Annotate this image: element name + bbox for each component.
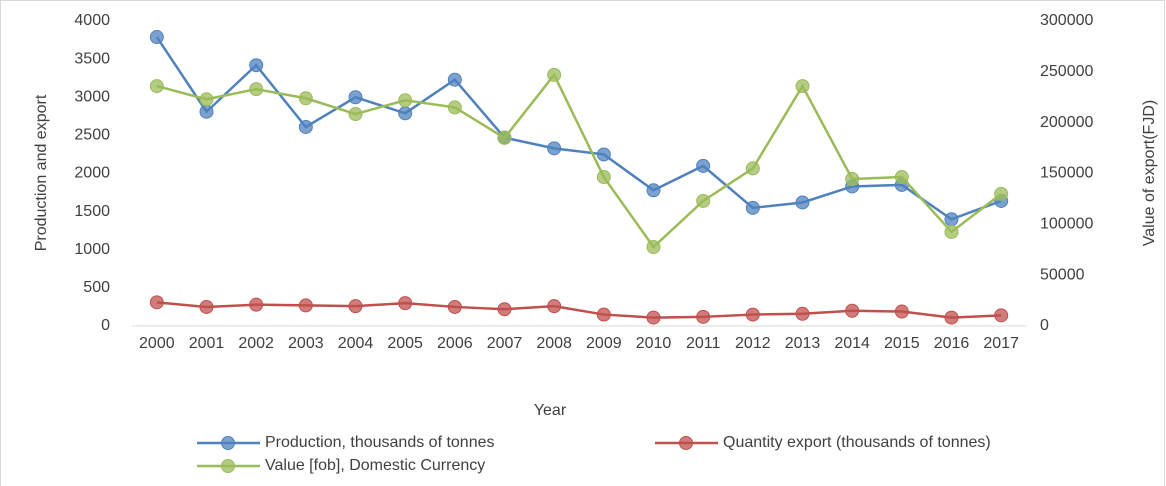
x-tick-label: 2017 [983, 335, 1019, 352]
marker [199, 92, 214, 107]
y2-axis-label: Value of export(FJD) [1141, 100, 1158, 246]
marker [447, 299, 462, 314]
marker [348, 299, 363, 314]
marker [348, 107, 363, 122]
legend-marker [221, 436, 235, 450]
marker [646, 310, 661, 325]
marker [149, 30, 164, 45]
y2-tick-label: 100000 [1040, 216, 1093, 233]
marker [547, 299, 562, 314]
marker [298, 91, 313, 106]
y2-tick-label: 300000 [1040, 12, 1093, 29]
marker [894, 170, 909, 185]
marker [249, 297, 264, 312]
y-tick-label: 1000 [74, 241, 110, 258]
marker [447, 72, 462, 87]
marker [497, 130, 512, 145]
y-tick-label: 0 [101, 317, 110, 334]
y2-tick-label: 0 [1040, 317, 1049, 334]
marker [845, 303, 860, 318]
x-tick-label: 2010 [636, 335, 672, 352]
marker [398, 296, 413, 311]
marker [596, 147, 611, 162]
y-axis-label: Production and export [33, 94, 50, 251]
legend-label: Quantity export (thousands of tonnes) [723, 434, 991, 451]
marker [547, 141, 562, 156]
marker [596, 307, 611, 322]
marker [298, 119, 313, 134]
marker [696, 193, 711, 208]
marker [149, 79, 164, 94]
x-tick-label: 2009 [586, 335, 622, 352]
x-tick-label: 2004 [338, 335, 374, 352]
legend-label: Production, thousands of tonnes [265, 434, 495, 451]
x-tick-label: 2015 [884, 335, 920, 352]
y-tick-label: 2500 [74, 127, 110, 144]
legend-label: Value [fob], Domestic Currency [265, 457, 485, 474]
marker [348, 90, 363, 105]
marker [249, 82, 264, 97]
y2-tick-label: 250000 [1040, 63, 1093, 80]
y-tick-label: 1500 [74, 203, 110, 220]
x-tick-label: 2014 [834, 335, 870, 352]
y2-tick-label: 200000 [1040, 114, 1093, 131]
marker [497, 302, 512, 317]
legend-marker [679, 436, 693, 450]
y2-tick-label: 150000 [1040, 165, 1093, 182]
marker [994, 308, 1009, 323]
x-tick-label: 2016 [934, 335, 970, 352]
series-line [156, 301, 1002, 319]
y-tick-label: 2000 [74, 165, 110, 182]
marker [845, 171, 860, 186]
marker [149, 295, 164, 310]
marker [298, 298, 313, 313]
marker [944, 310, 959, 325]
marker [944, 224, 959, 239]
x-tick-label: 2012 [735, 335, 771, 352]
marker [696, 309, 711, 324]
marker [795, 195, 810, 210]
y2-tick-label: 50000 [1040, 266, 1085, 283]
marker [199, 104, 214, 119]
y-tick-label: 3000 [74, 88, 110, 105]
x-tick-label: 2013 [785, 335, 821, 352]
marker [745, 161, 760, 176]
x-axis-label: Year [534, 402, 567, 419]
marker [894, 304, 909, 319]
marker [398, 106, 413, 121]
marker [249, 58, 264, 73]
x-tick-label: 2005 [387, 335, 423, 352]
y-tick-label: 500 [83, 279, 110, 296]
marker [447, 100, 462, 115]
x-tick-label: 2008 [536, 335, 572, 352]
x-tick-label: 2003 [288, 335, 324, 352]
y-tick-label: 4000 [74, 12, 110, 29]
series-line [156, 72, 1002, 249]
marker [994, 186, 1009, 201]
x-tick-label: 2000 [139, 335, 175, 352]
marker [596, 170, 611, 185]
legend-marker [221, 459, 235, 473]
x-tick-label: 2001 [189, 335, 225, 352]
marker [646, 183, 661, 198]
x-tick-label: 2011 [686, 335, 721, 352]
x-tick-label: 2002 [238, 335, 274, 352]
x-tick-label: 2006 [437, 335, 473, 352]
marker [745, 307, 760, 322]
x-tick-label: 2007 [487, 335, 523, 352]
marker [398, 93, 413, 108]
marker [199, 299, 214, 314]
marker [745, 200, 760, 215]
marker [696, 158, 711, 173]
marker [646, 240, 661, 255]
marker [795, 306, 810, 321]
series-line [155, 36, 1002, 221]
marker [795, 79, 810, 94]
y-tick-label: 3500 [74, 50, 110, 67]
marker [944, 212, 959, 227]
marker [547, 67, 562, 82]
